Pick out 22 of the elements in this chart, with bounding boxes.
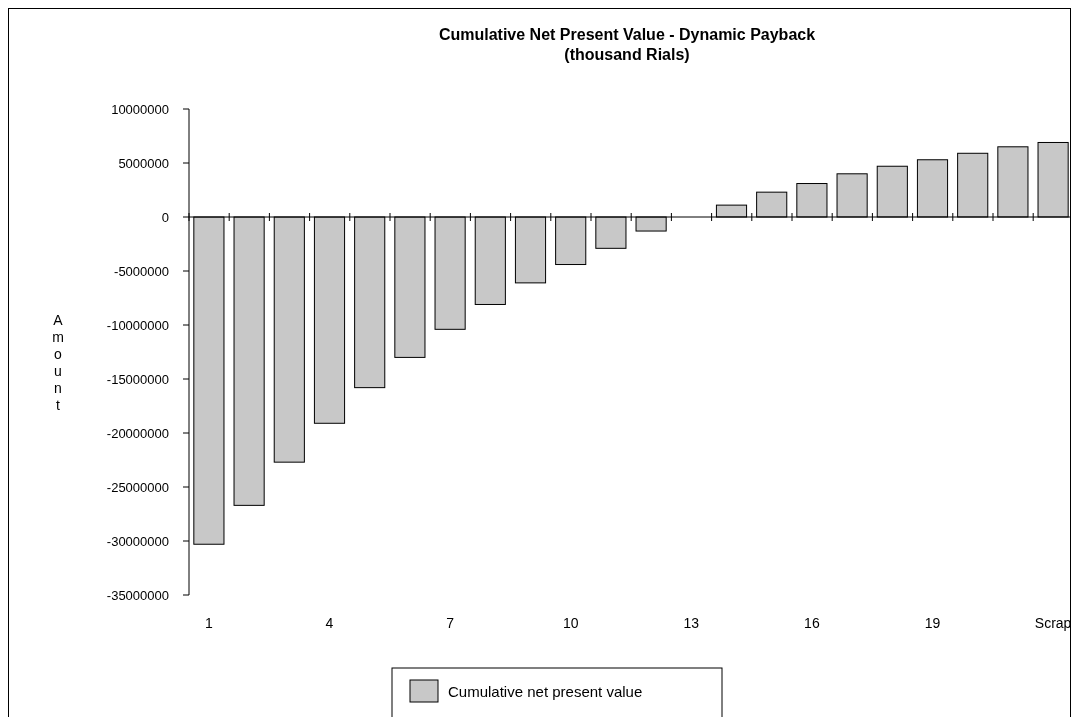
legend-label: Cumulative net present value (448, 683, 643, 700)
x-tick-label: 4 (325, 615, 334, 631)
y-tick-label: -15000000 (106, 372, 169, 387)
x-tick-label: 16 (804, 615, 820, 631)
y-tick-label: -5000000 (114, 264, 169, 279)
y-tick-label: -10000000 (106, 318, 169, 333)
x-tick-label: Scrap (1034, 615, 1072, 631)
x-tick-label: 19 (924, 615, 941, 631)
y-tick-label: 5000000 (118, 156, 169, 171)
x-tick-label: 10 (562, 615, 579, 631)
y-tick-label: 10000000 (111, 102, 169, 117)
y-tick-label: -20000000 (106, 426, 169, 441)
x-tick-label: 1 (205, 615, 213, 631)
chart-title: Cumulative Net Present Value - Dynamic Payback (438, 26, 816, 43)
y-axis-title: Amount (52, 312, 64, 413)
x-tick-label: 13 (683, 615, 700, 631)
chart-subtitle: (thousand Rials) (564, 46, 690, 63)
y-tick-label: -35000000 (106, 588, 169, 603)
y-tick-label: 0 (161, 210, 169, 225)
y-tick-label: -25000000 (106, 480, 169, 495)
x-tick-label: 7 (446, 615, 455, 631)
y-tick-label: -30000000 (106, 534, 169, 549)
